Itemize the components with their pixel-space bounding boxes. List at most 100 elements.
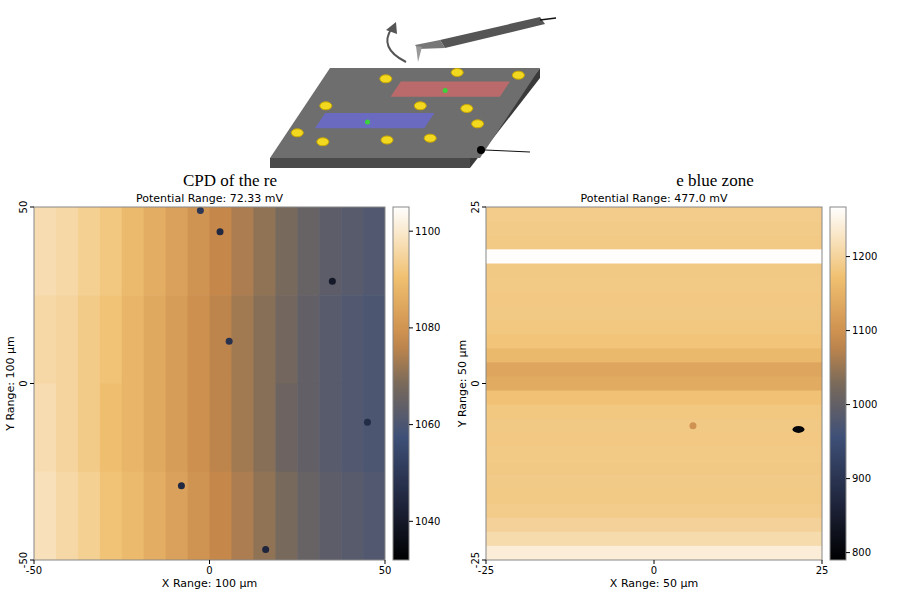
spot: [364, 419, 371, 426]
cell: [253, 207, 276, 296]
frame: [486, 207, 822, 560]
cell: [56, 384, 79, 473]
schematic: [270, 17, 556, 168]
cell: [275, 472, 298, 560]
spot: [792, 426, 804, 433]
electrode: [381, 136, 393, 144]
cell: [486, 362, 822, 377]
colorbar: [393, 207, 409, 560]
spot: [689, 422, 696, 429]
cell: [188, 295, 211, 384]
cell: [188, 207, 211, 296]
cell: [319, 472, 342, 560]
cell: [122, 472, 145, 560]
cell: [486, 249, 822, 264]
cell: [166, 384, 189, 473]
cell: [363, 472, 385, 560]
cell: [144, 295, 167, 384]
cell: [188, 384, 211, 473]
cell: [231, 207, 254, 296]
electrode: [461, 105, 473, 113]
cell: [297, 207, 320, 296]
cell: [166, 207, 189, 296]
probe-point: [443, 88, 448, 93]
y-label: Y Range: 100 µm: [4, 336, 17, 432]
colorbar-tick: [846, 256, 850, 257]
cell: [486, 334, 822, 349]
y-tick: [482, 207, 486, 208]
panel: Potential Range: 477.0 mV-25025-25025X R…: [456, 192, 877, 590]
cell: [78, 295, 101, 384]
spot: [178, 482, 185, 489]
cell: [78, 207, 101, 296]
cell: [188, 472, 211, 560]
y-tick: [482, 383, 486, 384]
cell: [297, 384, 320, 473]
electrode: [317, 138, 329, 146]
cell: [486, 278, 822, 293]
cell: [210, 207, 233, 296]
plate: [270, 68, 540, 158]
cell: [275, 384, 298, 473]
cell: [486, 320, 822, 335]
blue-zone: [315, 113, 434, 128]
x-label: X Range: 100 µm: [162, 577, 257, 590]
cell: [253, 295, 276, 384]
electrode: [451, 69, 463, 77]
cell: [166, 295, 189, 384]
cell: [122, 295, 145, 384]
red-zone: [391, 82, 510, 97]
colorbar-tick: [846, 552, 850, 553]
x-label: X Range: 50 µm: [610, 577, 698, 590]
colorbar-tick: [846, 330, 850, 331]
cell: [100, 295, 123, 384]
y-tick: [30, 207, 34, 208]
cell: [78, 384, 101, 473]
cell: [341, 384, 364, 473]
cell: [297, 295, 320, 384]
x-tick-label: 0: [206, 565, 212, 576]
electrode: [380, 75, 392, 83]
cell: [486, 376, 822, 391]
cell: [319, 384, 342, 473]
colorbar-tick: [409, 231, 413, 232]
electrode: [414, 102, 426, 110]
cell: [210, 472, 233, 560]
colorbar-tick: [846, 478, 850, 479]
title: Potential Range: 72.33 mV: [136, 192, 283, 205]
x-tick-label: 50: [379, 565, 392, 576]
colorbar-tick-label: 800: [852, 547, 871, 558]
cell: [100, 472, 123, 560]
x-tick: [486, 560, 487, 564]
spot: [226, 338, 233, 345]
cell: [341, 295, 364, 384]
colorbar-tick-label: 1100: [415, 226, 440, 237]
cell: [341, 472, 364, 560]
cell: [486, 405, 822, 420]
y-tick: [482, 560, 486, 561]
cell: [34, 207, 57, 296]
cell: [486, 348, 822, 363]
cell: [231, 384, 254, 473]
cell: [341, 207, 364, 296]
y-tick-label: -25: [470, 552, 481, 568]
cell: [275, 207, 298, 296]
cell: [319, 295, 342, 384]
colorbar-tick: [846, 404, 850, 405]
electrode: [512, 71, 524, 79]
cell: [253, 472, 276, 560]
cell: [486, 489, 822, 504]
y-tick-label: 0: [18, 380, 29, 386]
cell: [363, 295, 385, 384]
cell: [363, 384, 385, 473]
wire: [540, 18, 556, 20]
cell: [56, 295, 79, 384]
cell: [210, 295, 233, 384]
plate-side: [270, 158, 470, 168]
y-tick-label: 25: [470, 201, 481, 214]
colorbar-tick-label: 900: [852, 473, 871, 484]
title: Potential Range: 477.0 mV: [581, 192, 728, 205]
cell: [144, 384, 167, 473]
cell: [231, 472, 254, 560]
cell: [122, 207, 145, 296]
